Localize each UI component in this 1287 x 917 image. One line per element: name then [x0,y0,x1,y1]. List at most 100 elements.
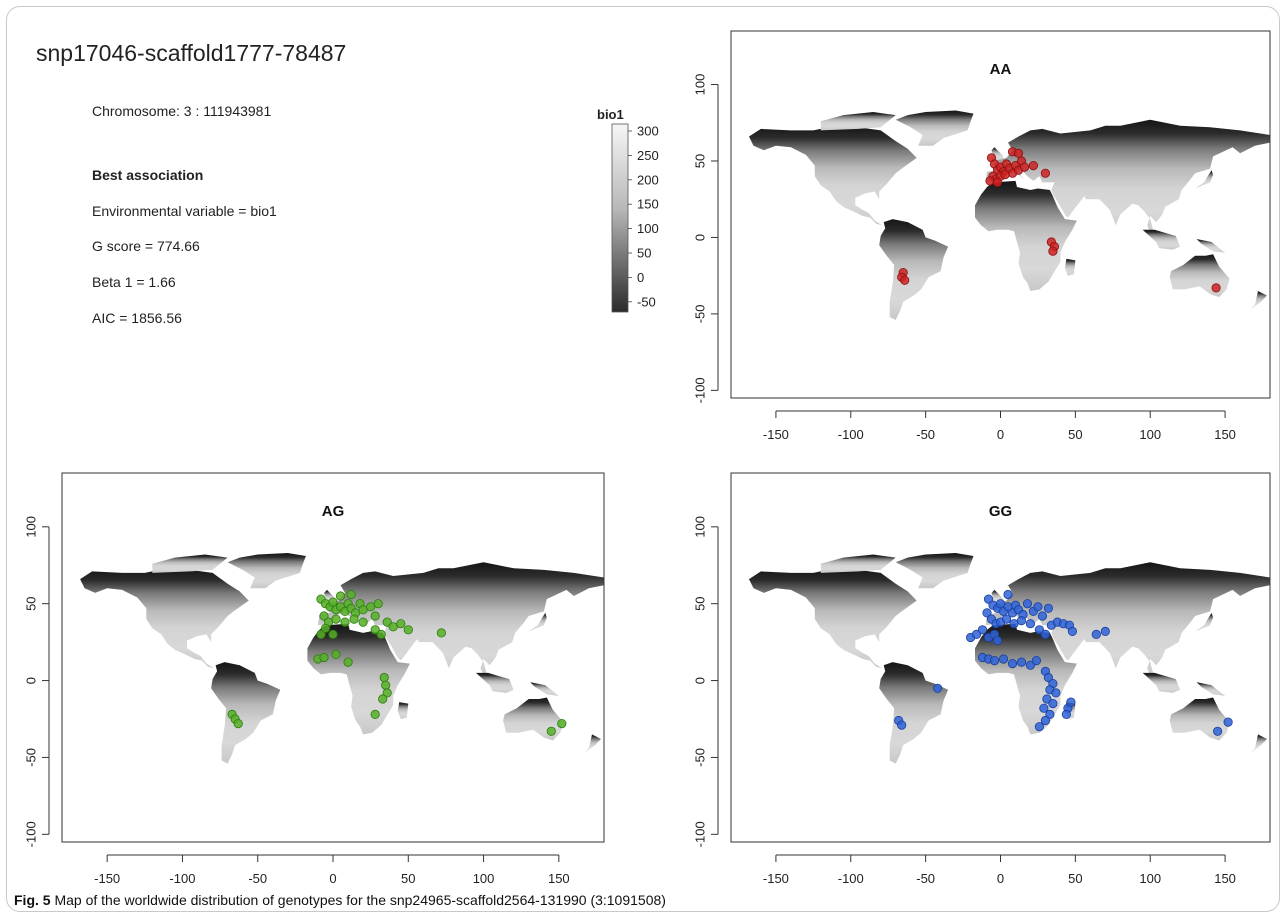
genotype-point [370,625,380,635]
y-axis: -100 -50 0 50 100 [692,516,719,847]
x-tick-label: 50 [1068,427,1082,442]
x-axis: -150 -100 -50 0 50 100 150 [763,410,1236,442]
land-madagascar [397,702,409,719]
genotype-point [388,622,398,632]
x-tick-label: 100 [1139,871,1161,886]
genotype-point [335,591,346,601]
land-south-america [211,662,281,764]
genotype-point [233,718,243,729]
genotype-point [1003,589,1013,600]
genotype-point [971,629,982,640]
genotype-point [546,726,556,736]
genotype-point [378,694,388,704]
genotype-point [1019,162,1030,172]
genotype-point [1040,168,1051,178]
genotype-point [320,623,331,633]
land-north-america [749,568,917,669]
x-tick-label: -150 [763,427,789,442]
x-tick-label: 50 [1068,871,1082,886]
genotype-point [992,177,1003,187]
genotype-point [1039,703,1049,713]
bio1-legend-ticks: 300 250 200 150 100 50 0 -50 [628,124,659,309]
genotype-point [1211,283,1221,293]
genotype-point [365,602,376,612]
genotype-point [1034,625,1045,635]
y-tick-label: 100 [692,516,707,538]
genotype-point [331,649,341,660]
y-tick-label: -100 [23,821,38,847]
y-tick-label: -100 [692,377,707,403]
y-tick-label: 0 [692,234,707,241]
x-tick-label: 100 [1139,427,1161,442]
land-greenland [895,110,974,146]
genotype-point [328,597,338,607]
land-madagascar [1064,258,1076,276]
genotype-point [319,652,329,663]
x-tick-label: -50 [916,427,935,442]
genotype-point [992,635,1003,646]
caption-text: Map of the worldwide distribution of gen… [50,892,666,908]
genotype-point [316,629,326,640]
genotype-point [1223,717,1233,727]
y-tick-label: 100 [692,74,707,96]
y-tick-label: 0 [692,677,707,684]
genotype-point [897,720,907,730]
land-indonesia [476,672,514,693]
genotype-point [1037,611,1048,621]
land-japan [1195,612,1214,632]
land-africa [975,180,1077,291]
genotype-point [1033,602,1043,612]
genotype-point [900,275,910,285]
genotype-point [1000,170,1010,180]
land-new-zealand [1250,734,1267,753]
genotype-point [381,680,391,690]
land-eurasia [317,562,604,679]
x-tick-label: -150 [94,871,120,886]
genotype-point [1007,658,1018,669]
legend-tick-label: 250 [637,148,659,163]
x-tick-label: 150 [548,871,570,886]
genotype-point [382,617,392,627]
map-panel-ag: AG -150 -100 -50 0 50 100 150 -100 -50 0 50 100 [23,472,605,886]
y-axis: -100 -50 0 50 100 [692,74,719,403]
genotype-point [319,611,329,621]
genotype-point [1040,715,1051,726]
plot-frame [61,472,605,843]
genotype-point [340,617,350,627]
genotype-point [1045,709,1055,720]
land-arctic-islands [820,112,896,131]
genotype-point [328,629,338,640]
y-tick-label: -50 [692,304,707,323]
y-axis: -100 -50 0 50 100 [23,516,50,847]
genotype-point [1034,722,1045,732]
land-australia [1169,254,1230,298]
y-tick-label: 0 [23,677,38,684]
legend-tick-label: -50 [637,294,656,309]
y-tick-label: 50 [692,596,707,610]
genotype-point [358,617,368,627]
land-japan [1195,170,1214,189]
legend-title: bio1 [597,107,624,122]
x-tick-label: -100 [838,427,864,442]
genotype-point [932,683,943,693]
map-panel-aa: AA -150 -100 -50 0 50 100 150 -100 -50 0 50 100 [692,30,1271,442]
genotype-point [989,655,1000,666]
genotype-point [370,709,380,720]
snp-title: snp17046-scaffold1777-78487 [36,40,347,66]
genotype-point [1025,619,1036,629]
genotype-point [373,599,383,609]
genotype-point [1048,246,1058,256]
y-tick-label: -50 [23,748,38,767]
land-new-guinea [1196,239,1226,253]
genotype-points [227,589,567,736]
x-tick-label: -100 [169,871,195,886]
panel-title: AA [990,61,1012,78]
genotype-point [1016,615,1027,626]
land-new-zealand [584,734,601,753]
land-indonesia [1142,672,1181,693]
y-tick-label: 50 [23,596,38,610]
land-south-america [879,662,949,764]
genotype-point [346,589,356,600]
genotype-point [985,176,995,186]
